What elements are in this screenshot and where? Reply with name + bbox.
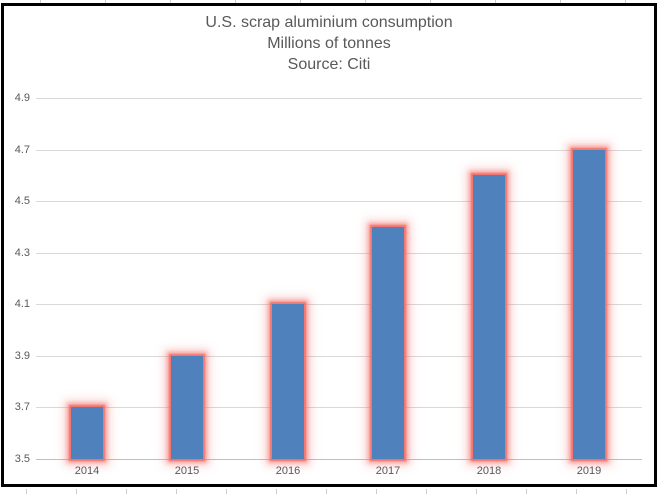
- y-axis-tick-label: 3.7: [14, 401, 30, 413]
- chart-title-block: U.S. scrap aluminium consumption Million…: [0, 12, 658, 75]
- spreadsheet-gridline-tick: [365, 0, 366, 3]
- spreadsheet-gridline-tick: [625, 0, 626, 3]
- y-axis-tick-label: 4.5: [14, 195, 30, 207]
- spreadsheet-gridline-tick: [326, 489, 327, 494]
- bar-2019[interactable]: [573, 150, 605, 459]
- y-axis-tick-label: 3.5: [14, 453, 30, 465]
- y-axis-tick-label: 4.3: [14, 247, 30, 259]
- spreadsheet-gridline-tick: [170, 0, 171, 3]
- spreadsheet-gridline-tick: [430, 0, 431, 3]
- x-axis-tick-label: 2017: [375, 465, 401, 477]
- y-axis-tick-label: 4.7: [14, 144, 30, 156]
- spreadsheet-gridline-tick: [226, 489, 227, 494]
- gridline: [36, 150, 642, 151]
- chart-source: Source: Citi: [287, 56, 371, 73]
- spreadsheet-gridline-tick: [560, 0, 561, 3]
- gridline: [36, 356, 642, 357]
- spreadsheet-gridline-tick: [40, 0, 41, 3]
- spreadsheet-gridline-tick: [235, 0, 236, 3]
- bar-2016[interactable]: [272, 304, 304, 459]
- spreadsheet-gridline-tick: [576, 489, 577, 494]
- bar-2014[interactable]: [71, 407, 103, 459]
- spreadsheet-gridline-tick: [26, 489, 27, 494]
- spreadsheet-gridline-tick: [495, 0, 496, 3]
- x-axis-tick-label: 2018: [476, 465, 502, 477]
- x-axis-tick-label: 2014: [74, 465, 100, 477]
- chart-title: U.S. scrap aluminium consumption: [205, 14, 453, 31]
- gridline: [36, 98, 642, 99]
- x-axis-tick-label: 2019: [576, 465, 602, 477]
- spreadsheet-gridline-tick: [176, 489, 177, 494]
- y-axis-tick-label: 4.1: [14, 298, 30, 310]
- spreadsheet-gridline-tick: [105, 0, 106, 3]
- spreadsheet-gridline-tick: [276, 489, 277, 494]
- spreadsheet-gridline-tick: [376, 489, 377, 494]
- spreadsheet-gridline-tick: [300, 0, 301, 3]
- bar-2017[interactable]: [372, 227, 404, 459]
- gridline: [36, 407, 642, 408]
- bar-2018[interactable]: [473, 175, 505, 459]
- spreadsheet-gridline-tick: [526, 489, 527, 494]
- y-axis-tick-label: 4.9: [14, 92, 30, 104]
- spreadsheet-gridline-tick: [126, 489, 127, 494]
- gridline: [36, 304, 642, 305]
- bar-2015[interactable]: [171, 356, 203, 459]
- y-axis-tick-label: 3.9: [14, 350, 30, 362]
- spreadsheet-gridline-tick: [426, 489, 427, 494]
- gridline: [36, 253, 642, 254]
- chart-object-frame[interactable]: [1, 3, 657, 487]
- spreadsheet-gridline-tick: [476, 489, 477, 494]
- gridline: [36, 201, 642, 202]
- x-axis-tick-label: 2016: [275, 465, 301, 477]
- spreadsheet-gridline-tick: [626, 489, 627, 494]
- spreadsheet-gridline-tick: [76, 489, 77, 494]
- chart-subtitle: Millions of tonnes: [267, 35, 391, 52]
- x-axis-tick-label: 2015: [174, 465, 200, 477]
- x-axis-line: [36, 459, 642, 460]
